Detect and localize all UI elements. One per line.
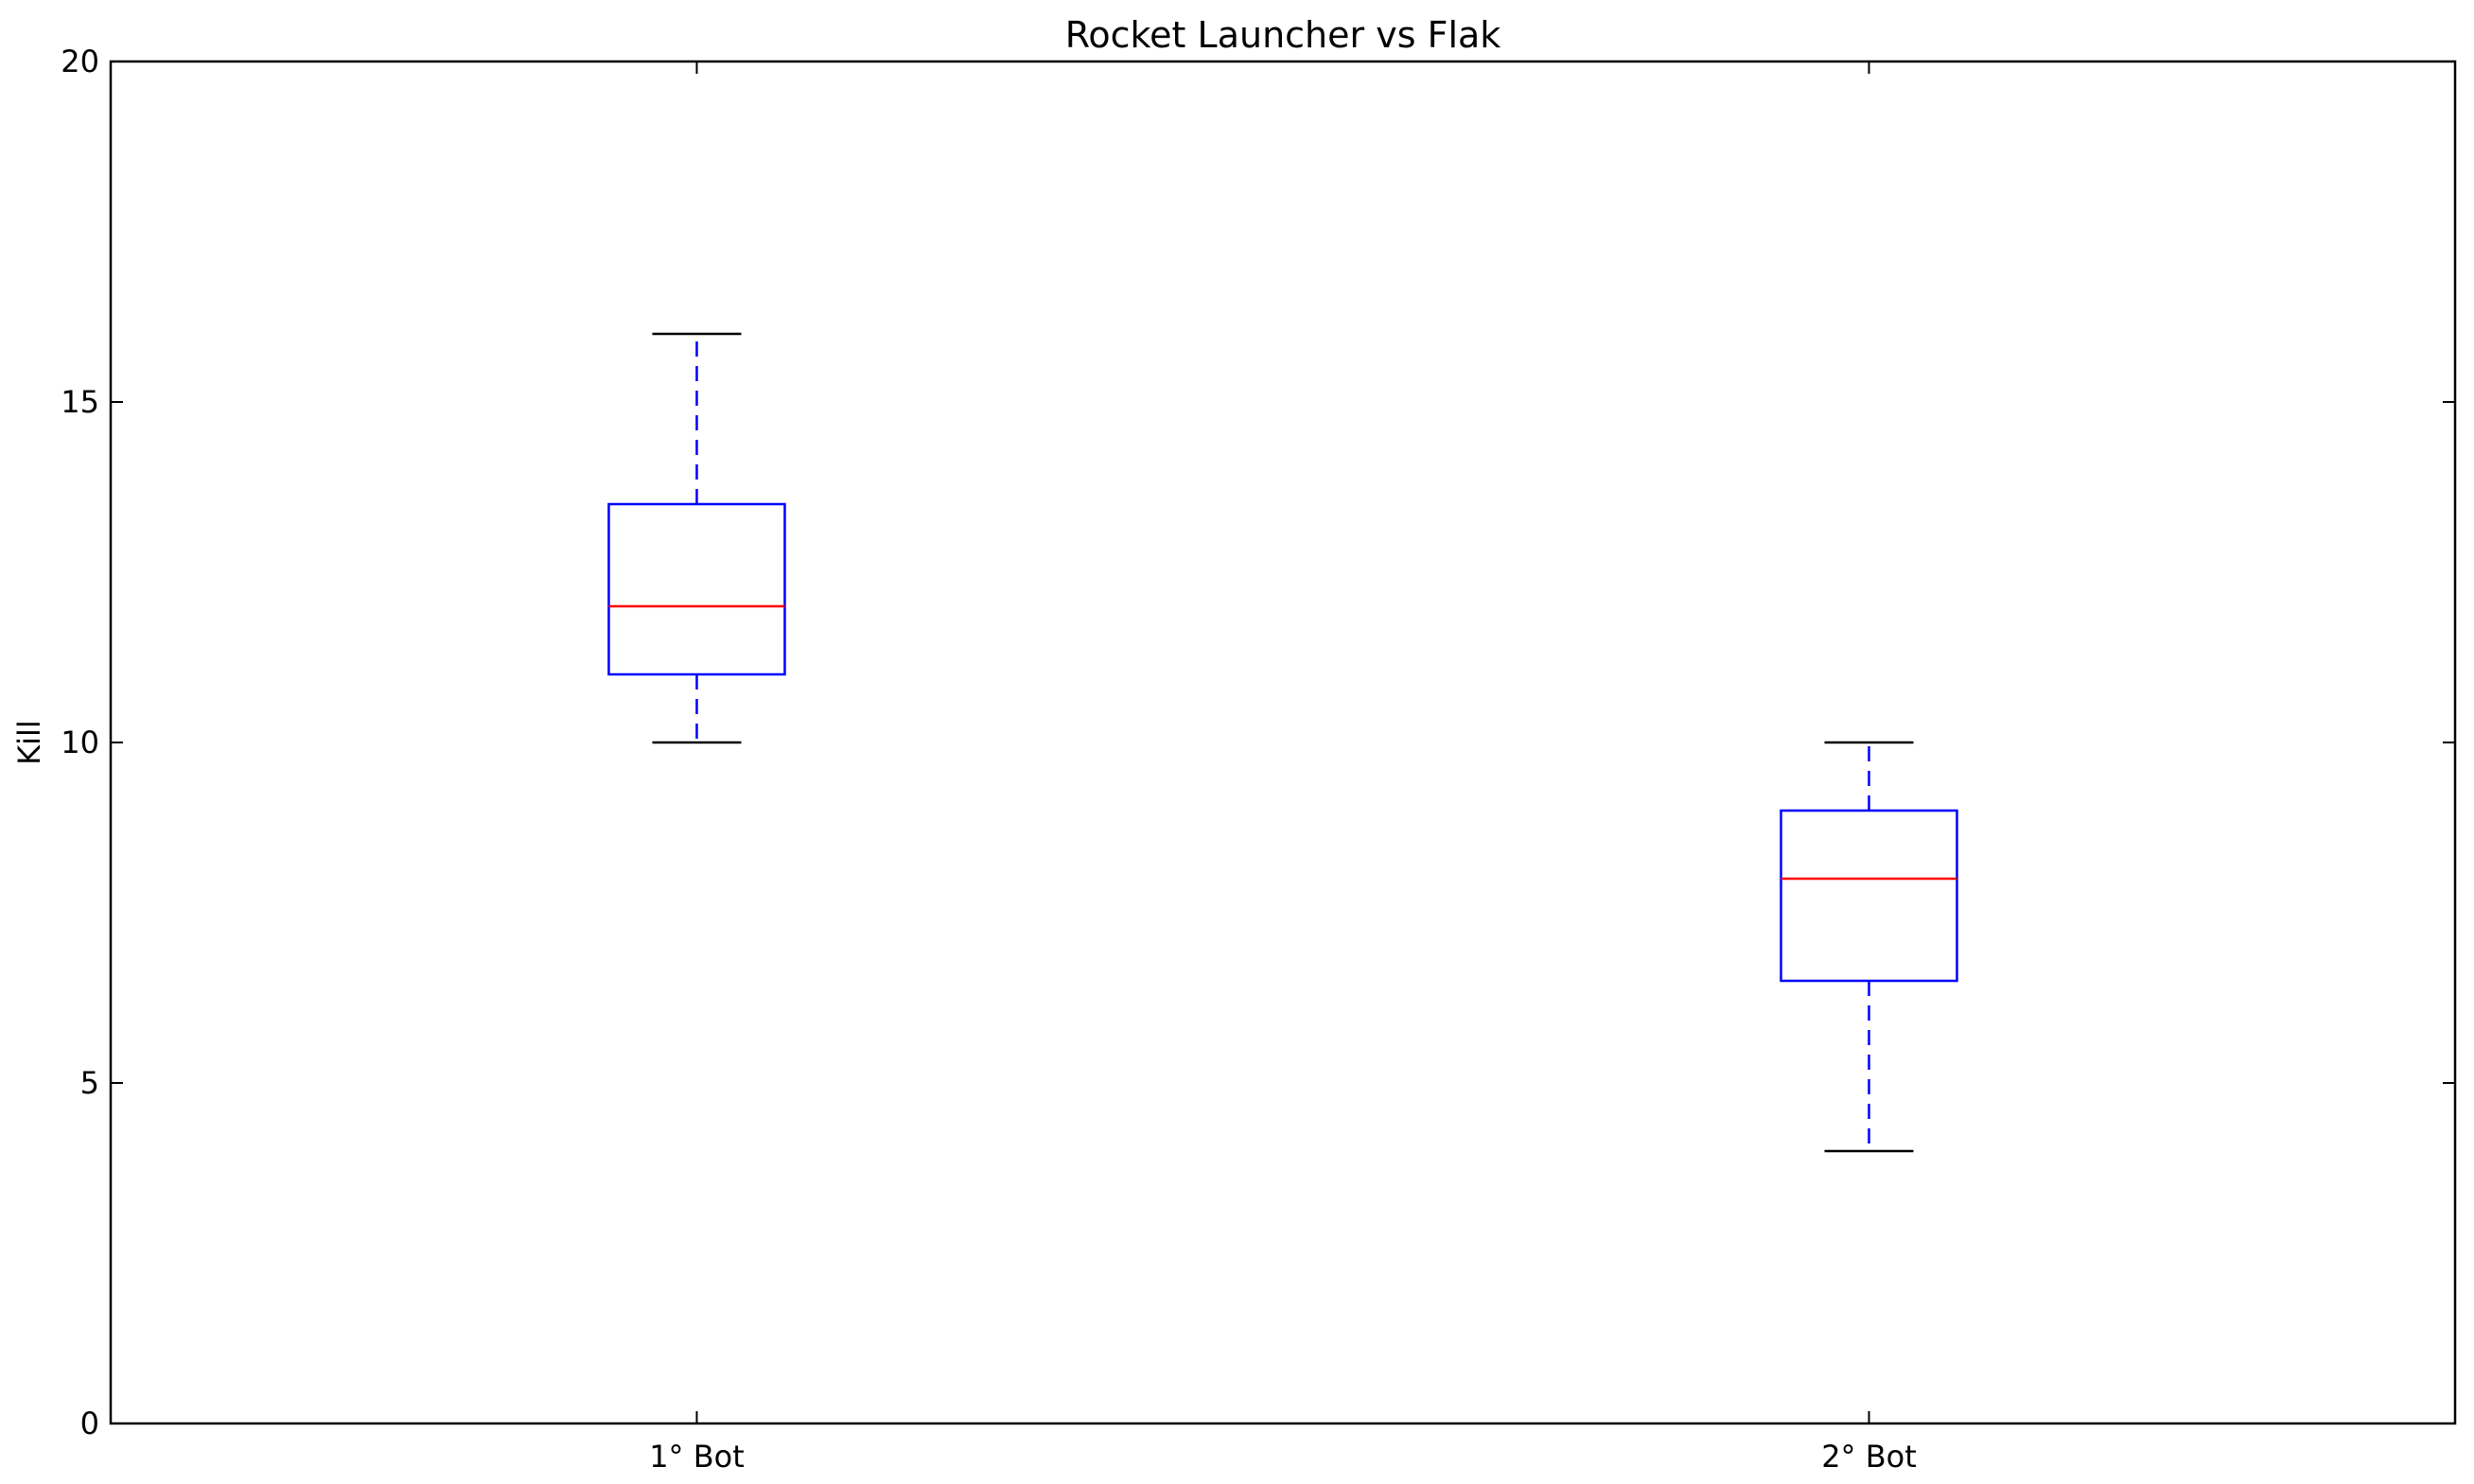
box-iqr	[1780, 809, 1958, 983]
plot-area: 0 5 10 15 20 1° Bot 2° Bot	[61, 44, 2455, 1475]
y-tick-label: 0	[80, 1405, 99, 1441]
y-axis-label: Kill	[11, 720, 47, 765]
axes-frame	[109, 60, 2457, 1425]
y-tick-label: 10	[61, 725, 99, 760]
box-iqr	[607, 502, 786, 676]
y-tick-label: 5	[80, 1065, 99, 1101]
y-tick-label: 15	[61, 384, 99, 420]
x-tick-label: 2° Bot	[1821, 1439, 1917, 1475]
x-tick-label: 1° Bot	[649, 1439, 745, 1475]
y-tick-label: 20	[61, 44, 99, 79]
chart-title: Rocket Launcher vs Flak	[1065, 14, 1501, 56]
